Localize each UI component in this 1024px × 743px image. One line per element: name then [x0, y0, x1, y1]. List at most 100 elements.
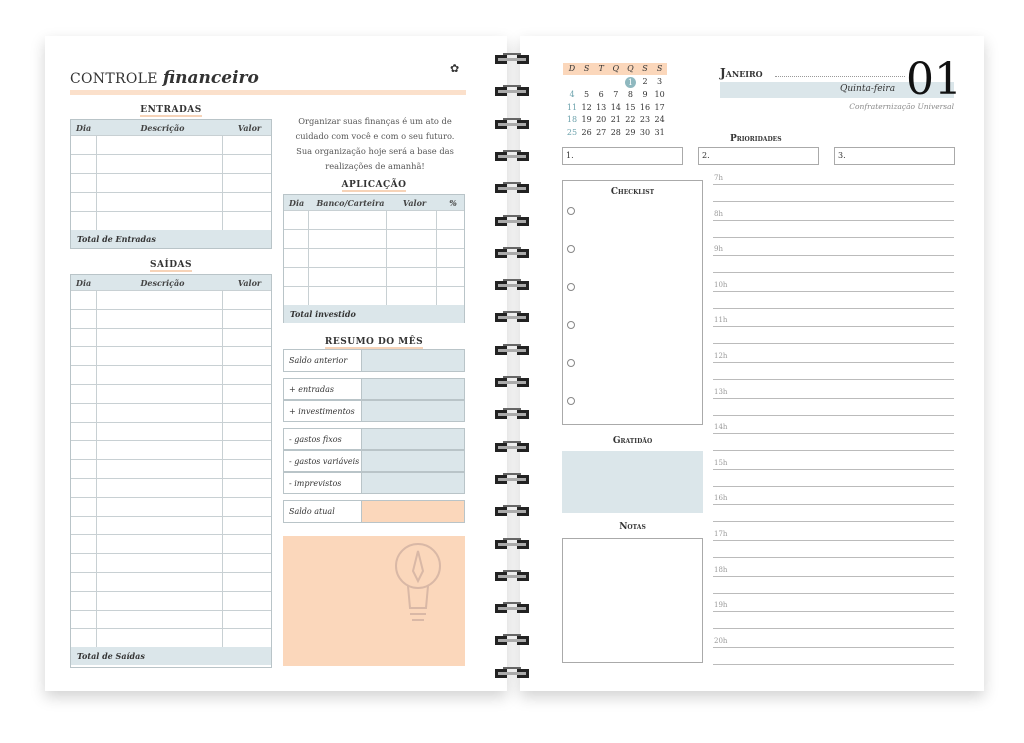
calendar-day[interactable]: 25 [566, 128, 578, 138]
table-cell[interactable] [437, 287, 464, 305]
calendar-day[interactable]: 24 [654, 115, 665, 125]
table-cell[interactable] [71, 384, 97, 403]
hour-line[interactable] [713, 219, 954, 221]
half-hour-line[interactable] [713, 414, 954, 416]
table-cell[interactable] [71, 366, 97, 384]
table-cell[interactable] [71, 516, 97, 535]
table-cell[interactable] [71, 193, 97, 211]
half-hour-line[interactable] [713, 450, 954, 452]
table-row[interactable] [71, 477, 271, 497]
table-cell[interactable] [223, 629, 271, 647]
hour-line[interactable] [713, 184, 954, 185]
table-cell[interactable] [223, 174, 271, 192]
table-cell[interactable] [71, 554, 97, 572]
table-cell[interactable] [284, 268, 309, 286]
table-cell[interactable] [97, 629, 223, 648]
priority-1[interactable]: 1. [562, 147, 683, 165]
table-cell[interactable] [97, 403, 223, 422]
calendar-day[interactable]: 28 [610, 128, 621, 138]
table-cell[interactable] [71, 291, 97, 309]
calendar-day[interactable]: 8 [627, 89, 633, 99]
table-row[interactable] [71, 496, 271, 516]
table-cell[interactable] [71, 591, 97, 610]
table-cell[interactable] [97, 516, 223, 535]
calendar-day[interactable]: 9 [642, 89, 648, 99]
table-cell[interactable] [387, 211, 437, 229]
table-cell[interactable] [223, 535, 271, 553]
calendar-day[interactable]: 5 [584, 89, 590, 99]
table-cell[interactable] [97, 212, 223, 230]
table-cell[interactable] [223, 366, 271, 384]
table-cell[interactable] [97, 136, 223, 154]
calendar-day[interactable]: 21 [610, 115, 621, 125]
table-cell[interactable] [97, 497, 223, 516]
table-cell[interactable] [223, 310, 271, 328]
table-row[interactable] [284, 248, 464, 267]
hour-line[interactable] [713, 397, 954, 399]
table-cell[interactable] [223, 423, 271, 441]
table-cell[interactable] [223, 441, 271, 459]
table-cell[interactable] [97, 554, 223, 572]
calendar-day[interactable]: 23 [639, 115, 651, 125]
table-cell[interactable] [223, 573, 271, 591]
table-row[interactable] [284, 267, 464, 286]
table-row[interactable] [71, 290, 271, 309]
table-cell[interactable] [387, 268, 437, 286]
table-row[interactable] [71, 308, 271, 328]
calendar-day[interactable]: 19 [581, 115, 592, 125]
table-row[interactable] [71, 628, 271, 648]
table-row[interactable] [71, 327, 271, 347]
table-row[interactable] [71, 421, 271, 441]
half-hour-line[interactable] [713, 485, 954, 487]
table-row[interactable] [71, 571, 271, 591]
table-row[interactable] [284, 229, 464, 248]
calendar-day[interactable]: 17 [654, 102, 665, 112]
hour-line[interactable] [713, 362, 954, 363]
hour-line[interactable] [713, 468, 954, 470]
table-row[interactable] [71, 173, 271, 192]
table-row[interactable] [71, 135, 271, 154]
table-cell[interactable] [223, 291, 271, 309]
table-cell[interactable] [97, 291, 223, 309]
table-row[interactable] [71, 154, 271, 173]
half-hour-line[interactable] [713, 343, 954, 345]
table-cell[interactable] [71, 403, 97, 422]
table-cell[interactable] [223, 517, 271, 535]
checkbox[interactable] [567, 321, 575, 329]
table-cell[interactable] [97, 328, 223, 347]
table-row[interactable] [71, 459, 271, 478]
table-cell[interactable] [97, 366, 223, 384]
checkbox[interactable] [567, 207, 575, 215]
table-row[interactable] [71, 383, 271, 403]
calendar-day[interactable]: 1 [624, 77, 636, 88]
half-hour-line[interactable] [713, 592, 954, 594]
table-cell[interactable] [223, 212, 271, 230]
table-cell[interactable] [71, 174, 97, 192]
table-row[interactable] [71, 534, 271, 554]
table-row[interactable] [71, 365, 271, 384]
table-row[interactable] [71, 346, 271, 366]
table-row[interactable] [284, 286, 464, 305]
checkbox[interactable] [567, 245, 575, 253]
table-cell[interactable] [309, 230, 387, 248]
table-cell[interactable] [97, 591, 223, 610]
table-cell[interactable] [309, 287, 387, 305]
hour-line[interactable] [713, 255, 954, 257]
half-hour-line[interactable] [713, 236, 954, 238]
table-cell[interactable] [284, 249, 309, 267]
table-cell[interactable] [71, 460, 97, 478]
table-cell[interactable] [71, 535, 97, 554]
calendar-day[interactable]: 16 [639, 102, 651, 112]
hour-line[interactable] [713, 504, 954, 506]
table-cell[interactable] [97, 309, 223, 328]
table-cell[interactable] [71, 212, 97, 230]
table-cell[interactable] [97, 572, 223, 591]
table-cell[interactable] [97, 422, 223, 441]
table-cell[interactable] [387, 287, 437, 305]
notas-box[interactable] [562, 538, 703, 663]
table-cell[interactable] [309, 268, 387, 286]
hour-line[interactable] [713, 540, 954, 541]
hour-line[interactable] [713, 575, 954, 577]
checkbox[interactable] [567, 359, 575, 367]
half-hour-line[interactable] [713, 557, 954, 558]
